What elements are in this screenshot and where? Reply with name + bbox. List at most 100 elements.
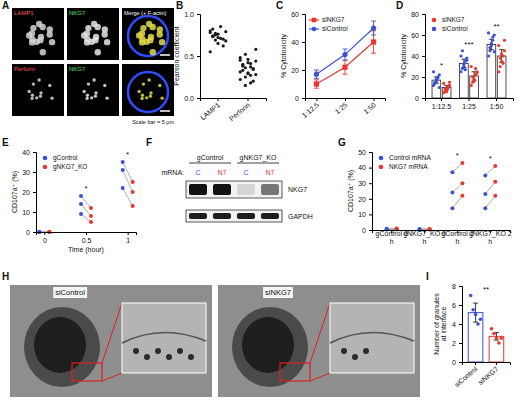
cell-outline — [128, 72, 168, 112]
signal — [94, 91, 97, 94]
signal — [35, 96, 38, 99]
micrograph — [67, 64, 119, 116]
tick-label: 50 — [358, 149, 366, 156]
group-label: gControl — [197, 154, 224, 162]
signal — [147, 78, 150, 81]
point — [503, 39, 506, 42]
signal — [94, 24, 100, 30]
signal — [139, 30, 145, 36]
band — [213, 184, 231, 195]
error-line — [473, 303, 478, 304]
error-line — [343, 60, 348, 61]
point — [450, 191, 454, 195]
granule — [363, 348, 369, 354]
point — [474, 313, 478, 317]
legend-item: Control mRNA — [379, 154, 432, 161]
point — [490, 327, 494, 331]
channel-label: NKG7 — [69, 66, 86, 72]
plot-area — [468, 294, 503, 362]
tick-label: 0.5 — [184, 53, 194, 60]
tick-label: 8 — [452, 283, 456, 290]
error-line — [314, 79, 319, 80]
tick-label: 0 — [43, 237, 47, 244]
point — [450, 206, 454, 210]
tick: 30 — [358, 180, 372, 187]
point — [499, 57, 502, 60]
annotation: *** — [464, 40, 473, 49]
tick-mark — [316, 98, 317, 101]
label-patch — [263, 287, 293, 298]
tick-label: 1:25 — [334, 101, 349, 115]
legend-item: gNKG7_KO — [43, 163, 88, 171]
band-label: GAPDH — [288, 213, 313, 220]
tick-mark — [128, 232, 129, 235]
signal — [85, 97, 88, 100]
line — [316, 28, 373, 74]
tick-label: 2 — [452, 340, 456, 347]
tick: gNKG7_KO 2h — [469, 230, 512, 245]
lane-label: C — [195, 169, 200, 176]
panel: gControlgNKG7_KOmRNA:CN7CN7NKG7GAPDH — [161, 154, 312, 222]
annotation: ** — [483, 285, 489, 294]
panel: siControlsiNKG7 — [10, 285, 420, 397]
point — [314, 81, 319, 86]
tick: 4 — [452, 321, 462, 328]
tick-label: 40 — [22, 149, 30, 156]
point — [493, 180, 497, 184]
tick: 1.0 — [184, 11, 200, 18]
point — [462, 63, 465, 66]
cell-outline — [128, 16, 168, 56]
point — [219, 25, 222, 28]
signal — [86, 94, 89, 97]
pair-line — [123, 188, 133, 206]
tick: LAMP1 — [199, 98, 221, 121]
tick-mark — [496, 98, 497, 101]
tick: 0 — [43, 232, 47, 244]
signal — [47, 31, 53, 37]
signal — [29, 36, 35, 42]
point — [465, 59, 468, 62]
tick: 1:25 — [334, 98, 349, 115]
error-bar — [314, 70, 319, 78]
error-bar — [489, 39, 494, 50]
point — [239, 56, 242, 59]
tick-mark — [369, 199, 372, 200]
axis-line — [369, 153, 373, 231]
bar — [487, 44, 496, 98]
legend-label: siControl — [322, 25, 348, 32]
pair-line — [485, 166, 495, 175]
error-bar — [343, 60, 348, 74]
lane-label: C — [243, 169, 248, 176]
band — [261, 184, 279, 195]
band — [261, 213, 279, 219]
signal — [158, 84, 161, 87]
group-label: gNKG7_KO — [240, 154, 278, 162]
tick: 0 — [26, 229, 36, 236]
panel: 0204060% Cytotoxicity1:12.51:251:50siNKG… — [280, 11, 386, 119]
tick: 8 — [452, 283, 462, 290]
point — [246, 72, 249, 75]
error-bar — [371, 21, 376, 35]
point — [446, 85, 449, 88]
signal — [92, 78, 95, 81]
signal — [39, 94, 42, 97]
point — [244, 84, 247, 87]
point — [497, 70, 500, 73]
legend-label: siNKG7 — [442, 16, 465, 23]
signal — [49, 39, 55, 45]
cell — [24, 307, 100, 387]
point — [254, 48, 257, 51]
channel-label: LAMP1 — [14, 10, 34, 16]
axis-line — [37, 233, 137, 236]
tick: 20 — [291, 67, 305, 74]
annotation: * — [489, 154, 492, 163]
legend-label: siControl — [442, 25, 468, 32]
tick-mark — [302, 42, 305, 43]
band — [237, 213, 255, 219]
annotation: * — [84, 184, 87, 193]
legend-item: siControl — [432, 25, 469, 32]
point — [500, 336, 504, 340]
roi-link — [102, 373, 122, 381]
point — [209, 29, 212, 32]
legend-marker — [312, 27, 317, 32]
